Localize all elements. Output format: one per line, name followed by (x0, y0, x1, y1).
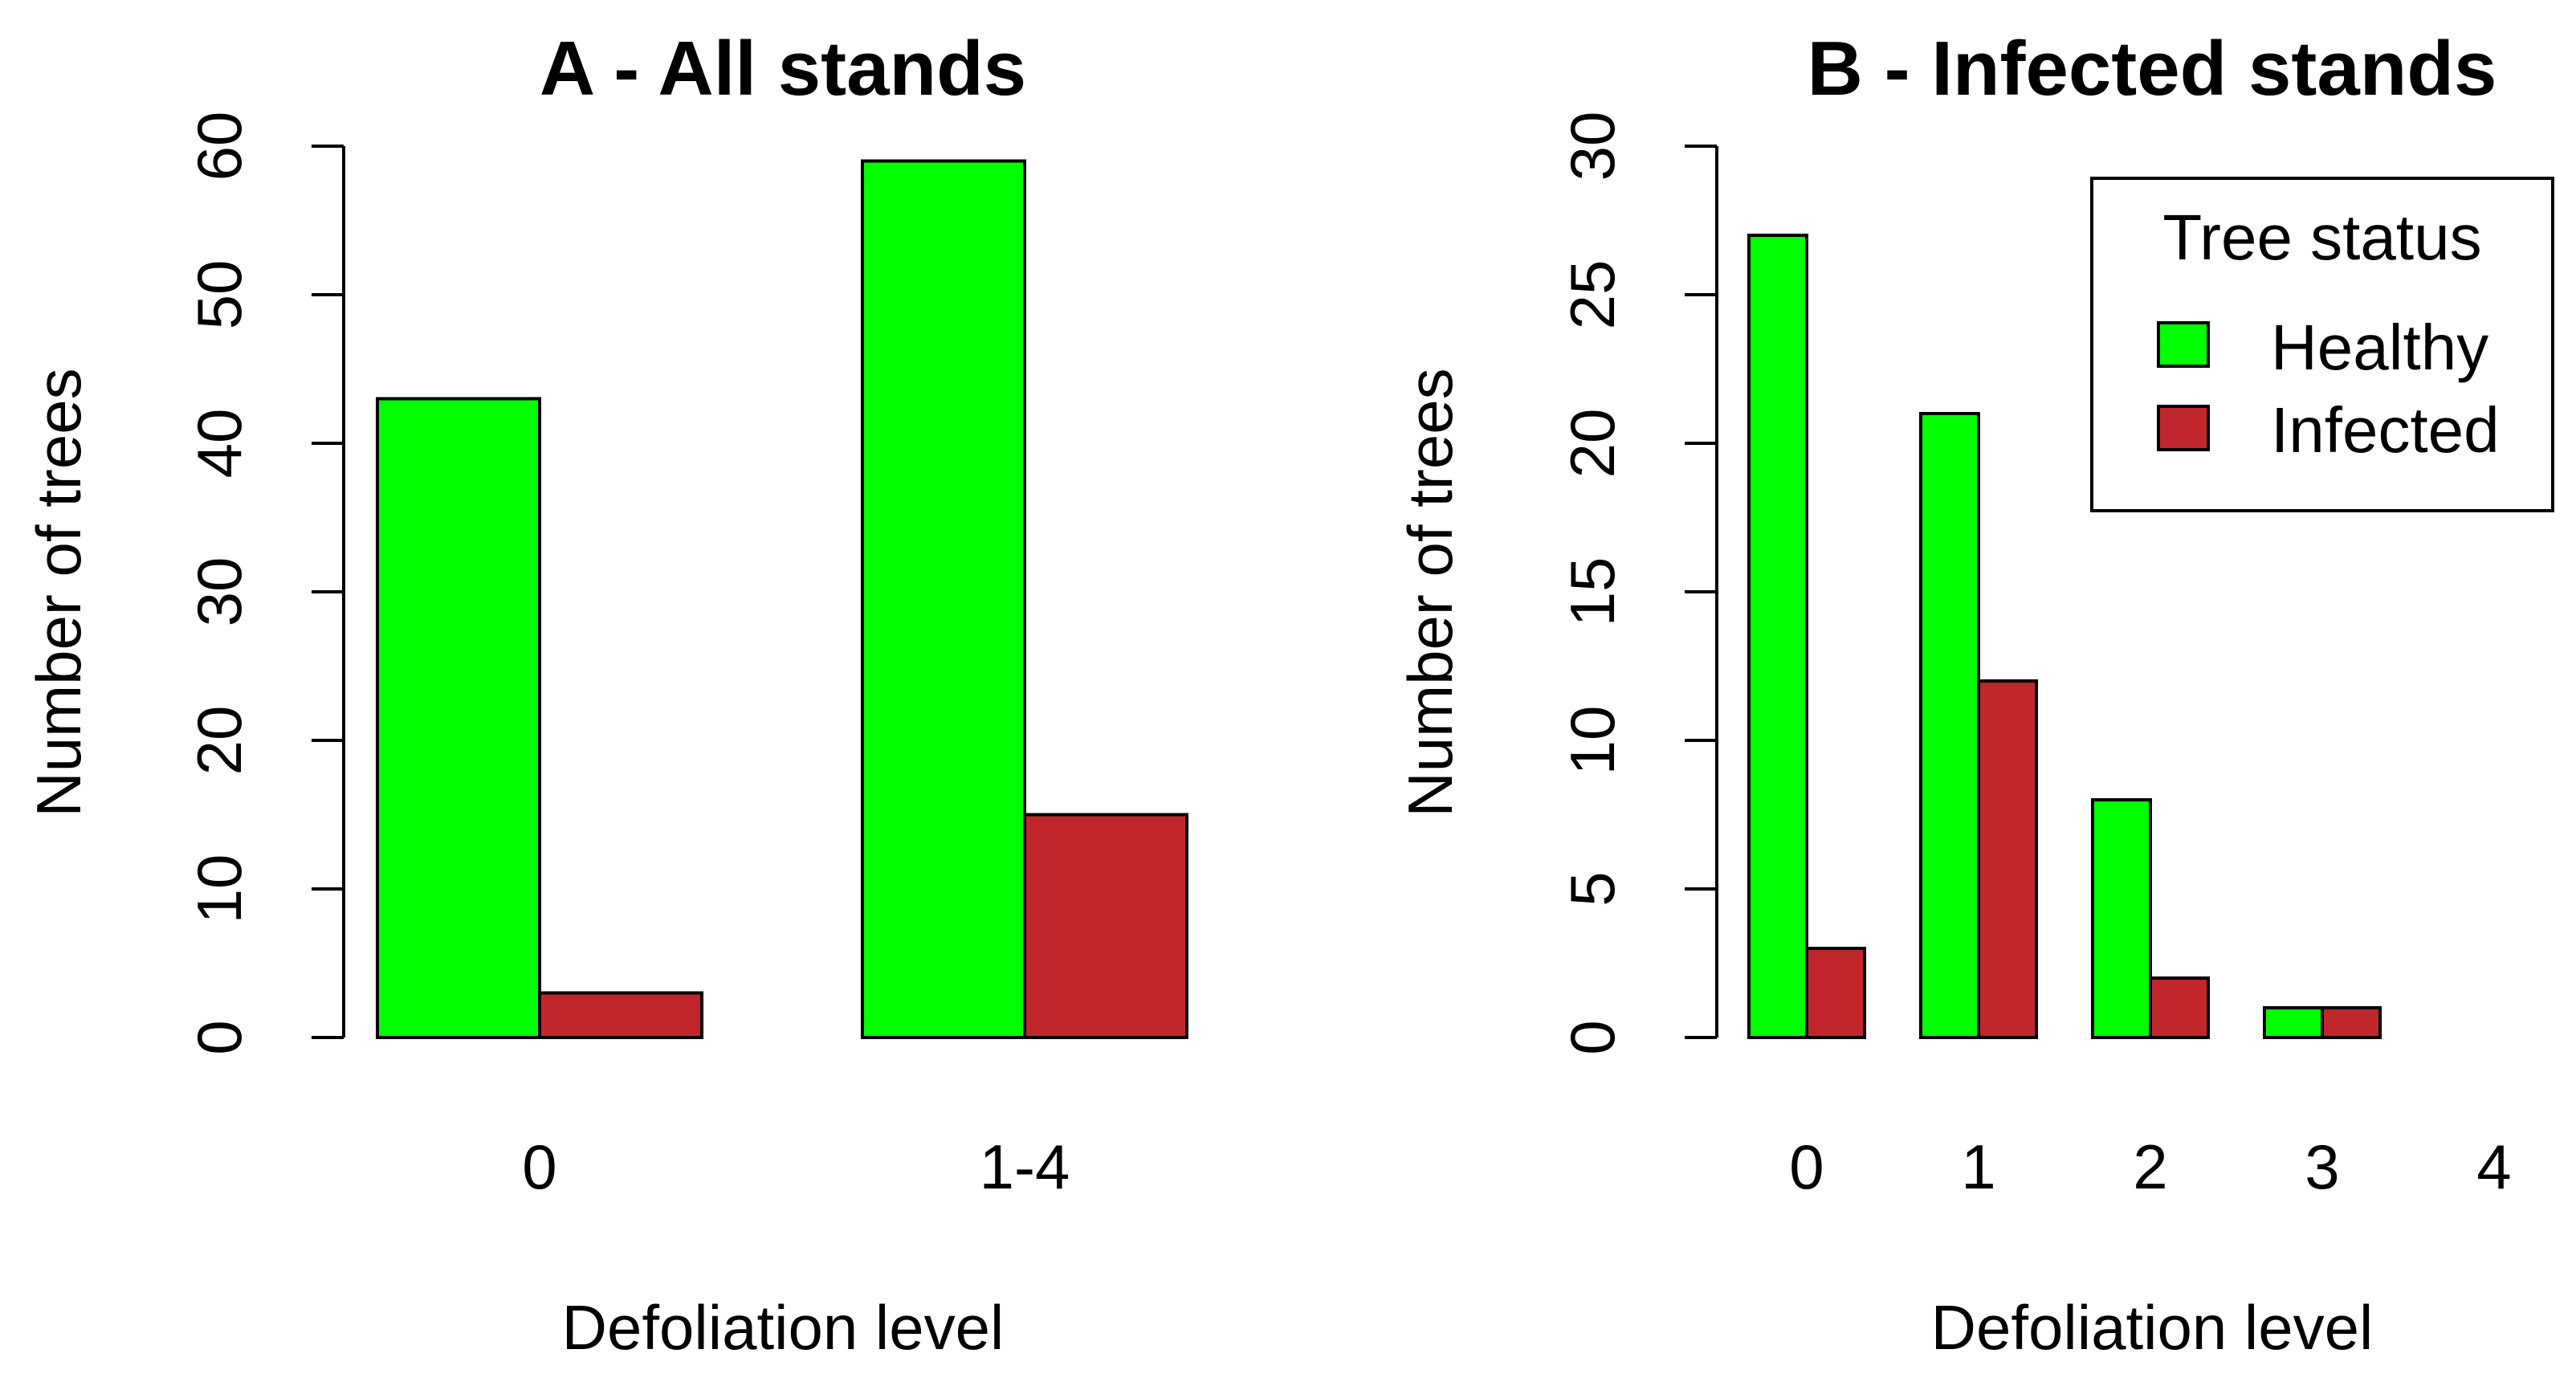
panel-a-bars (376, 159, 1188, 1039)
panel-b: B - Infected stands Number of trees Defo… (1395, 26, 2512, 1363)
panel-b-y-tick-label: 10 (1557, 706, 1628, 776)
panel-a-y-axis-label: Number of trees (23, 368, 94, 817)
panel-a-bar-healthy-0 (376, 397, 541, 1039)
panel-a-y-tick-label: 50 (184, 260, 255, 330)
panel-a-bar-infected-0 (538, 991, 703, 1039)
panel-b-x-tick-label: 1 (1961, 1131, 1995, 1202)
legend-swatch-infected (2157, 405, 2210, 451)
legend-label-infected: Infected (2271, 394, 2500, 466)
panel-b-bar-healthy-0 (1747, 234, 1808, 1039)
panel-b-x-tick-label: 4 (2476, 1131, 2511, 1202)
legend-swatch-healthy (2157, 321, 2210, 368)
panel-b-y-tick-label: 20 (1557, 409, 1628, 479)
panel-b-bar-infected-1 (1977, 679, 2038, 1039)
panel-b-y-tick-label: 15 (1557, 557, 1628, 627)
panel-b-y-tick-label: 5 (1557, 871, 1628, 906)
panel-b-bar-infected-0 (1805, 947, 1866, 1039)
panel-a-x-tick-labels: 0 1-4 (522, 1131, 1070, 1202)
panel-b-y-axis: 0 5 10 15 20 25 30 (1557, 112, 1718, 1055)
legend-label-healthy: Healthy (2271, 312, 2488, 383)
panel-a-y-tick-label: 60 (184, 112, 255, 181)
panel-b-bar-healthy-3 (2263, 1006, 2324, 1039)
panel-b-x-tick-label: 2 (2133, 1131, 2167, 1202)
panel-b-bar-healthy-1 (1919, 412, 1980, 1039)
panel-b-x-tick-labels: 0 1 2 3 4 (1789, 1131, 2511, 1202)
panel-a-bar-healthy-1-4 (861, 159, 1026, 1039)
panel-b-x-tick-label: 3 (2305, 1131, 2339, 1202)
panel-a-y-tick-label: 40 (184, 409, 255, 479)
panel-a-y-tick-label: 0 (184, 1020, 255, 1054)
panel-a-y-tick-label: 20 (184, 706, 255, 776)
panel-b-bar-healthy-2 (2091, 798, 2152, 1039)
panel-a: A - All stands Number of trees Defoliati… (23, 26, 1188, 1363)
panel-b-x-tick-label: 0 (1789, 1131, 1824, 1202)
panel-b-x-axis-label: Defoliation level (1931, 1292, 2374, 1363)
legend-title: Tree status (2162, 202, 2481, 273)
panel-b-bar-infected-3 (2321, 1006, 2382, 1039)
panel-a-x-tick-label: 1-4 (980, 1131, 1070, 1202)
panel-b-title: B - Infected stands (1808, 26, 2497, 112)
panel-a-y-tick-label: 30 (184, 557, 255, 627)
panel-b-y-tick-label: 25 (1557, 260, 1628, 330)
panel-a-x-axis-label: Defoliation level (562, 1292, 1005, 1363)
panel-a-y-axis: 0 10 20 30 40 50 60 (184, 112, 345, 1055)
legend: Tree status Healthy Infected (2090, 177, 2554, 512)
panel-b-y-tick-label: 30 (1557, 112, 1628, 181)
panel-b-bars (1747, 234, 2382, 1039)
panel-b-bar-infected-2 (2149, 976, 2210, 1039)
panel-a-x-tick-label: 0 (522, 1131, 556, 1202)
panel-a-y-tick-label: 10 (184, 854, 255, 924)
panel-b-y-tick-label: 0 (1557, 1020, 1628, 1054)
panel-b-y-axis-label: Number of trees (1395, 368, 1465, 817)
panel-a-title: A - All stands (540, 26, 1026, 112)
panel-a-bar-infected-1-4 (1023, 813, 1188, 1039)
